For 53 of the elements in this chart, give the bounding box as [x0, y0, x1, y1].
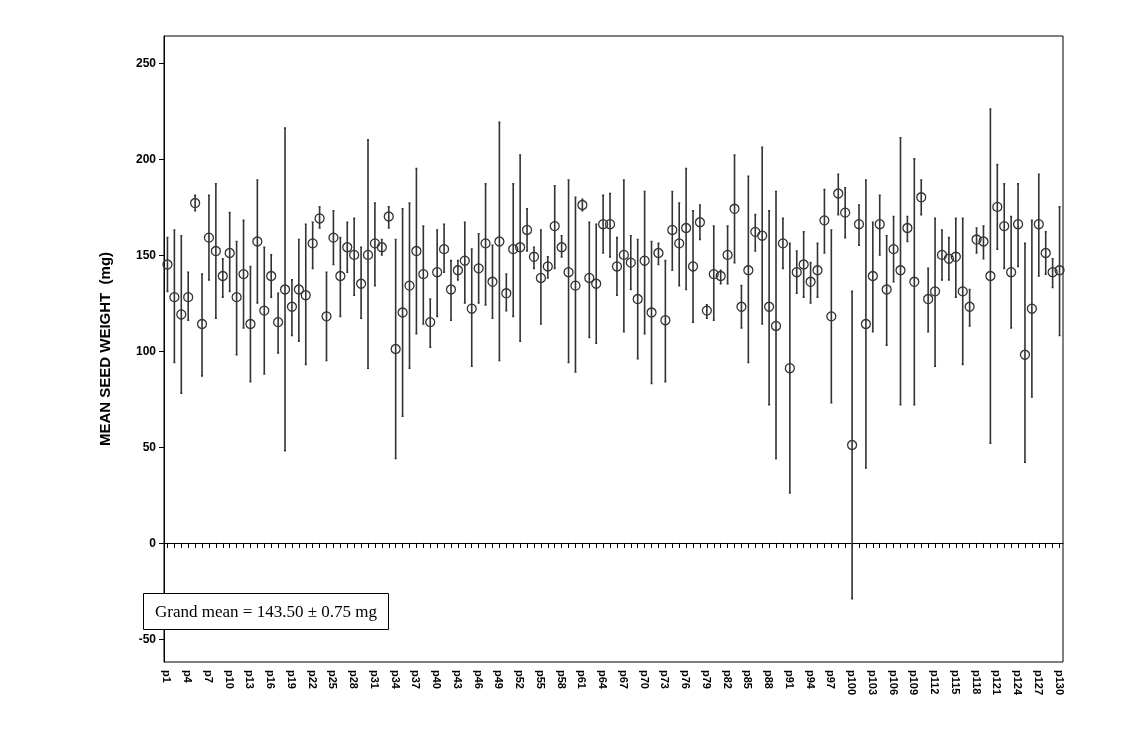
x-tick-label: p97	[825, 670, 838, 689]
x-tick-label: p40	[431, 670, 444, 689]
annotation: Grand mean = 143.50 ± 0.75 mg	[155, 602, 378, 621]
x-tick-label: p118	[970, 670, 983, 695]
x-tick-label: p103	[866, 670, 879, 696]
x-tick-label: p112	[929, 670, 942, 695]
y-tick-label: 150	[135, 247, 157, 262]
x-tick-label: p22	[306, 670, 319, 689]
x-tick-label: p79	[700, 670, 713, 689]
x-tick-label: p43	[451, 670, 464, 689]
x-tick-label: p67	[617, 670, 630, 689]
x-tick-label: p13	[244, 670, 257, 689]
y-tick-label: 250	[135, 55, 157, 70]
y-tick-label: 100	[135, 343, 157, 358]
x-tick-label: p124	[1012, 670, 1025, 696]
x-tick-label: p94	[804, 670, 817, 690]
x-tick-label: p19	[285, 670, 298, 689]
x-tick-label: p52	[514, 670, 527, 689]
x-tick-label: p121	[991, 670, 1004, 696]
x-tick-label: p115	[949, 670, 962, 695]
x-tick-label: p88	[763, 670, 776, 689]
y-tick-label: -50	[138, 631, 157, 646]
x-tick-label: p82	[721, 670, 734, 689]
x-tick-label: p127	[1032, 670, 1045, 696]
x-tick-label: p85	[742, 670, 755, 689]
x-tick-label: p1	[161, 670, 174, 683]
x-tick-label: p130	[1053, 670, 1066, 696]
x-tick-label: p76	[680, 670, 693, 689]
x-tick-label: p4	[182, 670, 195, 684]
x-tick-label: p109	[908, 670, 921, 696]
x-tick-label: p58	[555, 670, 568, 689]
x-tick-label: p7	[202, 670, 215, 683]
y-axis-title: MEAN SEED WEIGHT (mg)	[96, 251, 113, 447]
x-tick-label: p16	[265, 670, 278, 689]
y-tick-label: 0	[149, 535, 157, 550]
y-tick-label: 50	[142, 439, 157, 454]
x-tick-label: p100	[846, 670, 859, 696]
x-tick-label: p91	[783, 670, 796, 689]
x-tick-label: p70	[638, 670, 651, 689]
x-tick-label: p25	[327, 670, 340, 689]
x-tick-label: p61	[576, 670, 589, 689]
x-tick-label: p64	[597, 670, 610, 690]
x-tick-label: p34	[389, 670, 402, 690]
x-tick-label: p46	[472, 670, 485, 689]
x-tick-label: p37	[410, 670, 423, 689]
x-tick-label: p31	[368, 670, 381, 689]
x-tick-label: p49	[493, 670, 506, 689]
x-tick-label: p55	[534, 670, 547, 689]
y-tick-label: 200	[135, 151, 157, 166]
x-tick-label: p106	[887, 670, 900, 696]
x-tick-label: p10	[223, 670, 236, 689]
x-tick-label: p28	[348, 670, 361, 689]
x-tick-label: p73	[659, 670, 672, 689]
